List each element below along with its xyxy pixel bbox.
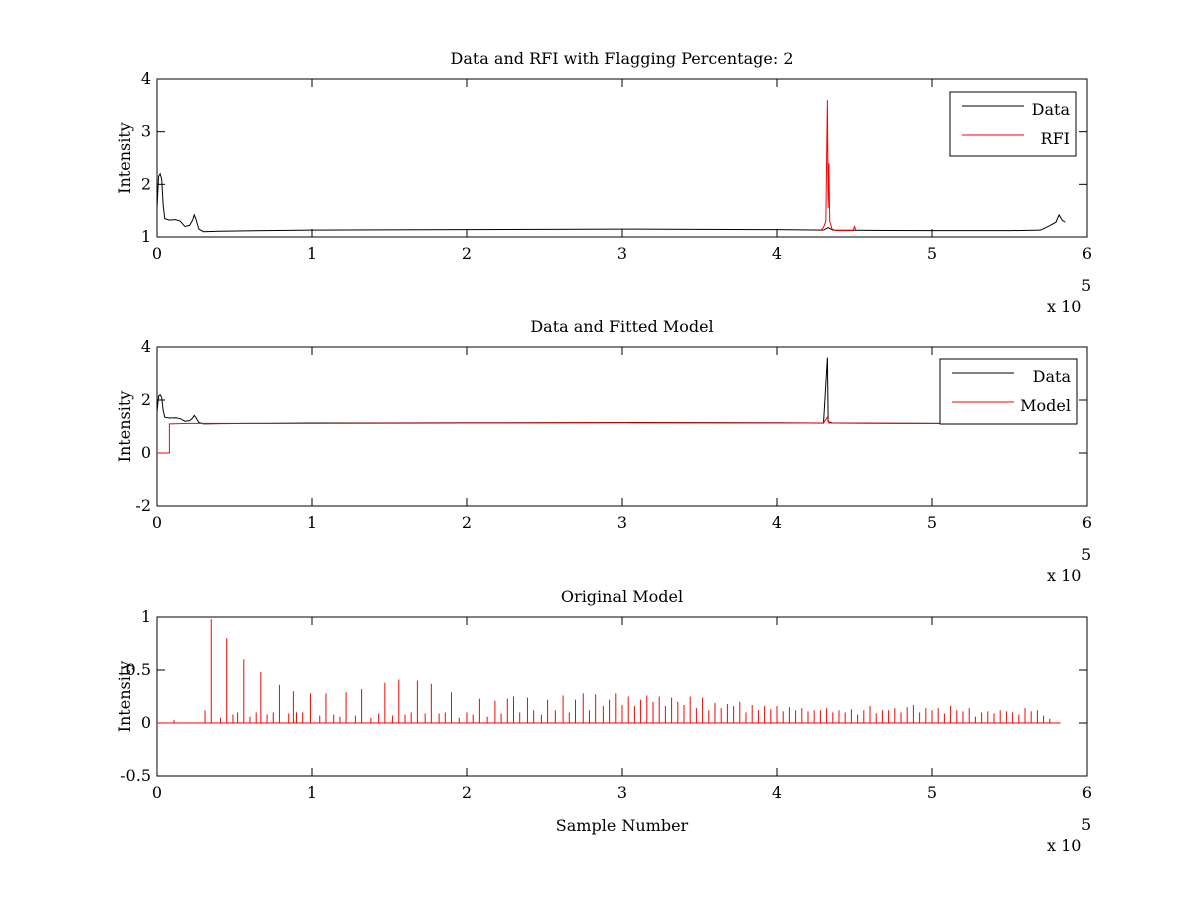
x-tick-label-1-5: 5: [927, 244, 937, 263]
x-tick-label-1-2: 2: [462, 244, 472, 263]
x-tick-label-2-0: 0: [152, 513, 162, 532]
y-axis-label-2: Intensity: [115, 391, 134, 463]
y-tick-label-1-0: 1: [141, 227, 151, 246]
x-tick-label-1-3: 3: [617, 244, 627, 263]
x-tick-label-2-4: 4: [772, 513, 782, 532]
x-tick-label-3-5: 5: [927, 783, 937, 802]
y-tick-label-3-1: 0: [141, 713, 151, 732]
x-tick-label-2-5: 5: [927, 513, 937, 532]
x-exponent-1: x 10: [1047, 297, 1081, 316]
x-exponent-power-1: 5: [1081, 276, 1091, 295]
x-exponent-2: x 10: [1047, 566, 1081, 585]
x-tick-label-2-1: 1: [307, 513, 317, 532]
x-tick-label-2-6: 6: [1082, 513, 1092, 532]
y-tick-label-2-3: 4: [141, 337, 151, 356]
plot-area-1: [156, 78, 1088, 238]
legend-label-1-1: Data: [1032, 100, 1071, 119]
legend-box-2: [939, 358, 1078, 425]
y-tick-label-1-1: 2: [141, 174, 151, 193]
y-axis-label-3: Intensity: [115, 661, 134, 733]
legend-label-1-2: RFI: [1041, 129, 1070, 148]
chart-1: Data and RFI with Flagging Percentage: 2…: [115, 49, 1092, 316]
legend-box-1: [949, 91, 1077, 157]
legend-label-2-2: Model: [1020, 396, 1071, 415]
series-group-3: [157, 619, 1061, 724]
chart-title-3: Original Model: [561, 587, 683, 606]
x-tick-label-3-0: 0: [152, 783, 162, 802]
chart-3: Original Model Intensity Sample Number 0 1 2 3…: [115, 587, 1092, 855]
x-tick-label-2-3: 3: [617, 513, 627, 532]
x-tick-label-2-2: 2: [462, 513, 472, 532]
x-exponent-power-2: 5: [1081, 545, 1091, 564]
x-exponent-power-3: 5: [1081, 815, 1091, 834]
y-tick-label-1-2: 3: [141, 122, 151, 141]
x-tick-label-3-4: 4: [772, 783, 782, 802]
plot-area-2: [156, 346, 1088, 507]
series-line-2-2: [157, 416, 994, 454]
y-tick-label-2-0: -2: [135, 496, 151, 515]
x-tick-label-3-3: 3: [617, 783, 627, 802]
plot-area-3: [156, 616, 1088, 777]
x-exponent-3: x 10: [1047, 836, 1081, 855]
x-tick-label-1-0: 0: [152, 244, 162, 263]
legend-label-2-1: Data: [1033, 367, 1072, 386]
x-tick-label-1-4: 4: [772, 244, 782, 263]
x-axis-label-3: Sample Number: [556, 816, 689, 835]
x-tick-label-1-6: 6: [1082, 244, 1092, 263]
y-tick-label-3-2: 0.5: [126, 660, 151, 679]
y-tick-label-1-3: 4: [141, 69, 151, 88]
series-line-1-1: [157, 172, 1066, 233]
series-group-1: [157, 100, 1066, 233]
chart-title-1: Data and RFI with Flagging Percentage: 2: [450, 49, 793, 68]
series-line-1-2: [820, 100, 857, 232]
legend-2: Data Model: [939, 358, 1078, 425]
y-tick-label-3-0: -0.5: [120, 766, 151, 785]
x-tick-label-3-1: 1: [307, 783, 317, 802]
x-tick-label-3-6: 6: [1082, 783, 1092, 802]
x-tick-label-1-1: 1: [307, 244, 317, 263]
y-tick-label-3-3: 1: [141, 607, 151, 626]
y-tick-label-2-1: 0: [141, 443, 151, 462]
chart-title-2: Data and Fitted Model: [530, 317, 713, 336]
legend-1: Data RFI: [949, 91, 1077, 157]
x-tick-label-3-2: 2: [462, 783, 472, 802]
y-tick-label-2-2: 2: [141, 390, 151, 409]
y-axis-label-1: Intensity: [115, 122, 134, 194]
